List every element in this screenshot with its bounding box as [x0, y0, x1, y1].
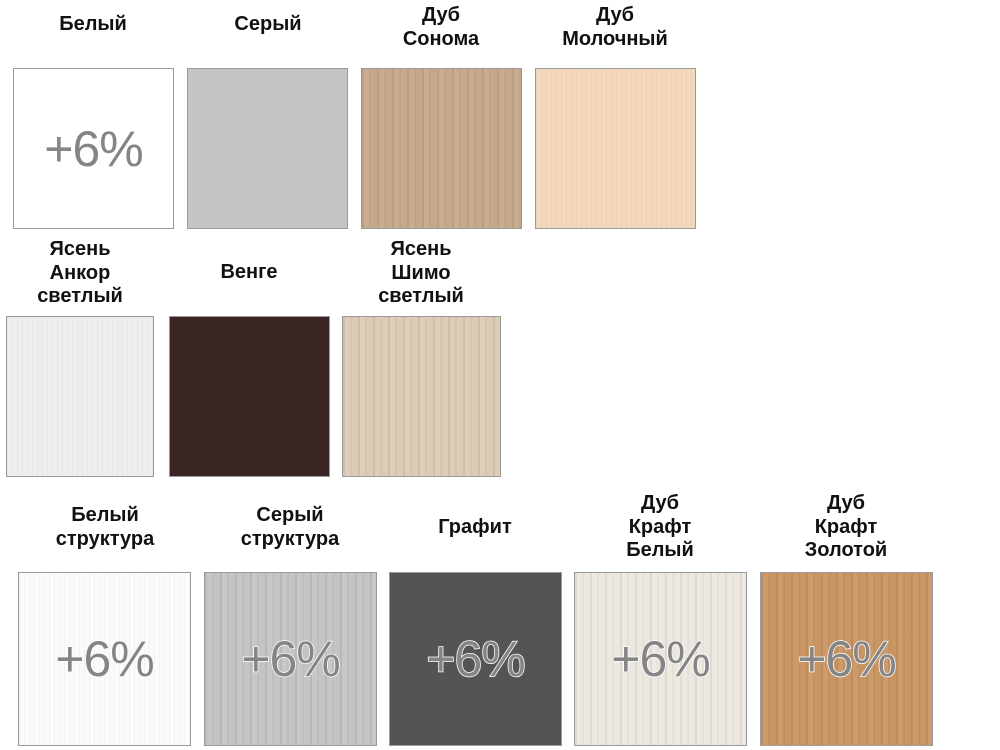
surcharge-badge: +6%: [797, 630, 898, 688]
swatch-label-line: Дуб: [641, 492, 679, 514]
swatch-label-line: Ясень: [390, 238, 452, 260]
swatch-label-line: Дуб: [422, 4, 460, 26]
swatch-label-line: структура: [55, 527, 155, 550]
swatch-label: Графит: [375, 516, 575, 540]
color-swatch[interactable]: [535, 68, 696, 229]
color-swatch[interactable]: +6%: [18, 572, 191, 746]
swatch-label-line: Крафт: [814, 515, 878, 538]
swatch-label-line: Серый: [234, 13, 302, 35]
swatch-label-line: светлый: [37, 285, 123, 307]
swatch-label: Дуб Крафт Белый: [560, 492, 760, 563]
swatch-label-line: Золотой: [804, 539, 888, 561]
swatch-label-line: Белый: [71, 504, 139, 526]
swatch-label: Серый структура: [190, 504, 390, 551]
swatch-label: Дуб Молочный: [515, 4, 715, 51]
surcharge-badge: +6%: [44, 120, 143, 177]
color-swatch[interactable]: [361, 68, 522, 229]
swatch-label-line: Венге: [220, 261, 278, 283]
swatch-label: Белый структура: [5, 504, 205, 551]
swatch-label-line: Дуб: [827, 492, 865, 514]
swatch-label: Дуб Сонома: [341, 4, 541, 51]
swatch-label-line: Ясень: [49, 238, 111, 260]
surcharge-badge: +6%: [611, 630, 712, 688]
swatch-label: Ясень Шимо светлый: [321, 238, 521, 309]
swatch-label-line: Белый: [59, 13, 127, 35]
color-swatch[interactable]: +6%: [760, 572, 933, 746]
swatch-label-line: структура: [240, 527, 340, 550]
swatch-label: Серый: [168, 13, 368, 37]
swatch-label: Дуб Крафт Золотой: [746, 492, 946, 563]
color-swatch[interactable]: +6%: [204, 572, 377, 746]
swatch-label-line: Сонома: [402, 27, 480, 50]
swatch-label-line: Крафт: [628, 515, 692, 538]
swatch-label-line: Серый: [256, 504, 324, 526]
swatch-label-line: Дуб: [596, 4, 634, 26]
color-swatch[interactable]: [169, 316, 330, 477]
color-swatch[interactable]: [187, 68, 348, 229]
color-swatch[interactable]: [342, 316, 501, 477]
swatch-label-line: Белый: [626, 539, 694, 561]
swatch-label: Белый: [0, 13, 193, 37]
swatch-label: Венге: [149, 261, 349, 285]
color-swatch[interactable]: +6%: [13, 68, 174, 229]
swatch-label-line: светлый: [378, 285, 464, 307]
swatch-label-line: Молочный: [562, 27, 668, 50]
surcharge-badge: +6%: [426, 630, 527, 688]
surcharge-badge: +6%: [55, 630, 156, 688]
color-swatch[interactable]: [6, 316, 154, 477]
color-swatch[interactable]: +6%: [389, 572, 562, 746]
surcharge-badge: +6%: [241, 630, 342, 688]
swatch-label-line: Анкор: [49, 261, 111, 284]
color-swatch[interactable]: +6%: [574, 572, 747, 746]
swatch-label-line: Графит: [438, 516, 512, 538]
swatch-label: Ясень Анкор светлый: [0, 238, 180, 309]
swatch-label-line: Шимо: [391, 261, 451, 284]
